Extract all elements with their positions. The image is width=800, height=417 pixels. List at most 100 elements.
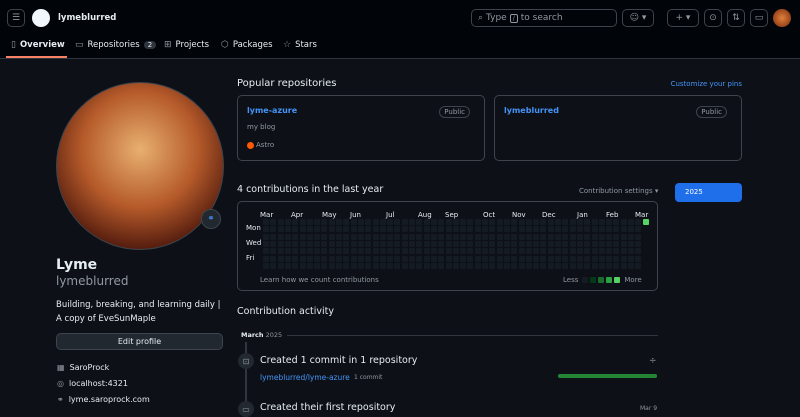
contribution-day-cell[interactable] [321, 226, 328, 233]
contribution-day-cell[interactable] [525, 226, 532, 233]
contribution-day-cell[interactable] [401, 262, 408, 269]
contribution-day-cell[interactable] [525, 240, 532, 247]
contribution-day-cell[interactable] [409, 226, 415, 233]
contribution-day-cell[interactable] [620, 233, 627, 240]
contribution-day-cell[interactable] [343, 255, 350, 262]
contribution-day-cell[interactable] [416, 240, 423, 247]
contribution-day-cell[interactable] [606, 226, 613, 233]
contribution-day-cell[interactable] [277, 248, 284, 255]
customize-pins-link[interactable]: Customize your pins [670, 80, 742, 88]
contribution-day-cell[interactable] [423, 248, 430, 255]
contribution-day-cell[interactable] [401, 233, 408, 240]
contribution-day-cell[interactable] [438, 233, 445, 240]
contribution-day-cell[interactable] [482, 240, 488, 247]
contribution-day-cell[interactable] [409, 240, 415, 247]
contribution-day-cell[interactable] [350, 226, 357, 233]
contribution-day-cell[interactable] [635, 240, 642, 247]
tab-stars[interactable]: ☆ Stars [283, 40, 317, 50]
contribution-day-cell[interactable] [379, 248, 386, 255]
contribution-day-cell[interactable] [423, 219, 430, 225]
contribution-day-cell[interactable] [576, 262, 583, 269]
contribution-day-cell[interactable] [379, 240, 386, 247]
contribution-day-cell[interactable] [365, 240, 372, 247]
contribution-day-cell[interactable] [357, 248, 364, 255]
contribution-day-cell[interactable] [562, 233, 569, 240]
contribution-day-cell[interactable] [511, 219, 518, 225]
contribution-day-cell[interactable] [328, 226, 335, 233]
contribution-day-cell[interactable] [387, 255, 394, 262]
contribution-day-cell[interactable] [430, 248, 437, 255]
contribution-day-cell[interactable] [430, 240, 437, 247]
contribution-day-cell[interactable] [263, 226, 269, 233]
contribution-day-cell[interactable] [540, 248, 547, 255]
contribution-day-cell[interactable] [562, 240, 569, 247]
contribution-day-cell[interactable] [379, 255, 386, 262]
contribution-day-cell[interactable] [328, 255, 335, 262]
contribution-day-cell[interactable] [263, 233, 269, 240]
contribution-day-cell[interactable] [569, 233, 576, 240]
contribution-day-cell[interactable] [584, 248, 591, 255]
contribution-day-cell[interactable] [598, 240, 605, 247]
contribution-day-cell[interactable] [343, 233, 350, 240]
contribution-day-cell[interactable] [503, 219, 510, 225]
contribution-day-cell[interactable] [328, 248, 335, 255]
contribution-day-cell[interactable] [387, 219, 394, 225]
contribution-day-cell[interactable] [438, 248, 445, 255]
contribution-day-cell[interactable] [430, 219, 437, 225]
contribution-day-cell[interactable] [460, 262, 467, 269]
copilot-button[interactable]: ☺ ▾ [622, 9, 654, 27]
contribution-day-cell[interactable] [343, 219, 350, 225]
contribution-day-cell[interactable] [555, 226, 561, 233]
contribution-day-cell[interactable] [569, 262, 576, 269]
contribution-day-cell[interactable] [489, 248, 496, 255]
contribution-day-cell[interactable] [555, 219, 561, 225]
contribution-day-cell[interactable] [635, 219, 642, 225]
contribution-day-cell[interactable] [460, 219, 467, 225]
contribution-day-cell[interactable] [635, 233, 642, 240]
contribution-day-cell[interactable] [357, 240, 364, 247]
contribution-day-cell[interactable] [518, 219, 525, 225]
contribution-day-cell[interactable] [606, 233, 613, 240]
contribution-day-cell[interactable] [430, 262, 437, 269]
contribution-day-cell[interactable] [299, 248, 306, 255]
contribution-day-cell[interactable] [306, 226, 313, 233]
contribution-day-cell[interactable] [606, 248, 613, 255]
contribution-day-cell[interactable] [423, 226, 430, 233]
contribution-day-cell[interactable] [321, 240, 328, 247]
contribution-day-cell[interactable] [416, 248, 423, 255]
contribution-day-cell[interactable] [482, 255, 488, 262]
edit-profile-button[interactable]: Edit profile [56, 333, 223, 350]
contribution-day-cell[interactable] [394, 233, 401, 240]
contribution-day-cell[interactable] [562, 219, 569, 225]
tab-packages[interactable]: ⬡ Packages [221, 40, 273, 50]
tab-projects[interactable]: ⊞ Projects [164, 40, 210, 50]
contribution-day-cell[interactable] [496, 262, 503, 269]
collapse-toggle-icon[interactable]: ÷ [649, 356, 657, 366]
contribution-day-cell[interactable] [401, 219, 408, 225]
contribution-day-cell[interactable] [401, 255, 408, 262]
contribution-day-cell[interactable] [357, 255, 364, 262]
contribution-day-cell[interactable] [598, 226, 605, 233]
contribution-day-cell[interactable] [292, 233, 299, 240]
contribution-day-cell[interactable] [284, 262, 291, 269]
contribution-day-cell[interactable] [598, 233, 605, 240]
contribution-day-cell[interactable] [474, 255, 481, 262]
contribution-day-cell[interactable] [263, 255, 269, 262]
contribution-day-cell[interactable] [591, 262, 598, 269]
contribution-day-cell[interactable] [314, 233, 321, 240]
contribution-day-cell[interactable] [306, 255, 313, 262]
contribution-day-cell[interactable] [503, 240, 510, 247]
contribution-day-cell[interactable] [379, 219, 386, 225]
contribution-day-cell[interactable] [343, 240, 350, 247]
contribution-day-cell[interactable] [343, 248, 350, 255]
contribution-day-cell[interactable] [343, 262, 350, 269]
contribution-day-cell[interactable] [270, 262, 277, 269]
contribution-day-cell[interactable] [394, 226, 401, 233]
contribution-day-cell[interactable] [365, 233, 372, 240]
contribution-day-cell[interactable] [409, 248, 415, 255]
contribution-day-cell[interactable] [460, 240, 467, 247]
contribution-day-cell[interactable] [482, 219, 488, 225]
contribution-day-cell[interactable] [489, 262, 496, 269]
contribution-day-cell[interactable] [489, 233, 496, 240]
contribution-day-cell[interactable] [489, 219, 496, 225]
